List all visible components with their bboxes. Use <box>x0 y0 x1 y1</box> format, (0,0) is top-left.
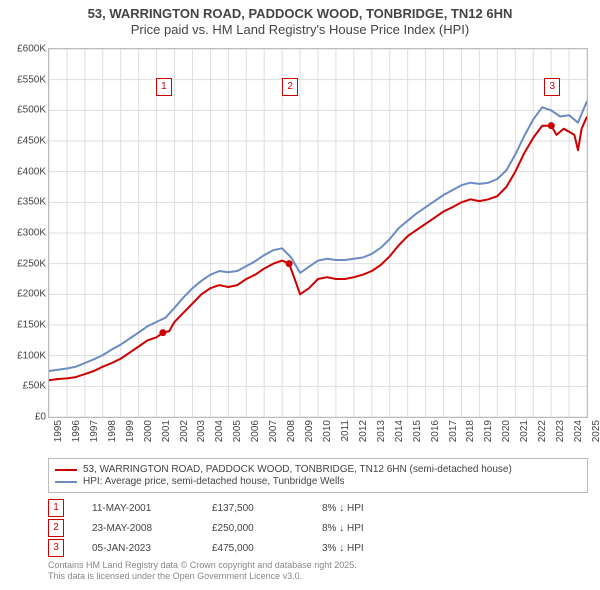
chart-title: 53, WARRINGTON ROAD, PADDOCK WOOD, TONBR… <box>0 0 600 39</box>
x-tick-label: 2015 <box>412 420 423 442</box>
x-tick-label: 2009 <box>304 420 315 442</box>
legend-swatch-price-paid <box>55 469 77 471</box>
x-tick-label: 2016 <box>430 420 441 442</box>
x-tick-label: 2021 <box>519 420 530 442</box>
legend-label-price-paid: 53, WARRINGTON ROAD, PADDOCK WOOD, TONBR… <box>83 464 512 475</box>
transaction-marker-icon: 3 <box>48 539 64 557</box>
x-tick-label: 2008 <box>286 420 297 442</box>
x-tick-label: 1999 <box>125 420 136 442</box>
y-tick-label: £150K <box>4 320 46 331</box>
table-row: 2 23-MAY-2008 £250,000 8% ↓ HPI <box>48 518 588 538</box>
y-tick-label: £100K <box>4 350 46 361</box>
transaction-marker-icon: 2 <box>48 519 64 537</box>
transaction-date: 11-MAY-2001 <box>92 503 212 514</box>
x-tick-label: 2004 <box>214 420 225 442</box>
legend-swatch-hpi <box>55 481 77 483</box>
x-tick-label: 2014 <box>394 420 405 442</box>
y-tick-label: £300K <box>4 228 46 239</box>
x-tick-label: 2003 <box>196 420 207 442</box>
x-tick-label: 2017 <box>448 420 459 442</box>
legend-label-hpi: HPI: Average price, semi-detached house,… <box>83 476 344 487</box>
transaction-price: £475,000 <box>212 543 322 554</box>
x-tick-label: 2024 <box>573 420 584 442</box>
footer-attribution: Contains HM Land Registry data © Crown c… <box>48 560 357 583</box>
y-tick-label: £50K <box>4 381 46 392</box>
x-tick-label: 2023 <box>555 420 566 442</box>
x-tick-label: 2020 <box>501 420 512 442</box>
x-tick-label: 2005 <box>232 420 243 442</box>
x-tick-label: 2012 <box>358 420 369 442</box>
x-tick-label: 2013 <box>376 420 387 442</box>
x-tick-label: 2007 <box>268 420 279 442</box>
y-tick-label: £450K <box>4 136 46 147</box>
transaction-delta: 8% ↓ HPI <box>322 503 442 514</box>
x-tick-label: 1997 <box>89 420 100 442</box>
x-tick-label: 2002 <box>179 420 190 442</box>
title-subtitle: Price paid vs. HM Land Registry's House … <box>0 22 600 38</box>
chart-container: 53, WARRINGTON ROAD, PADDOCK WOOD, TONBR… <box>0 0 600 590</box>
x-tick-label: 1996 <box>71 420 82 442</box>
x-tick-label: 2018 <box>465 420 476 442</box>
chart-marker-box: 1 <box>156 78 172 96</box>
transaction-date: 23-MAY-2008 <box>92 523 212 534</box>
chart-marker-box: 3 <box>544 78 560 96</box>
x-tick-label: 1998 <box>107 420 118 442</box>
transaction-delta: 3% ↓ HPI <box>322 543 442 554</box>
transaction-price: £137,500 <box>212 503 322 514</box>
chart-svg <box>49 49 587 417</box>
y-tick-label: £0 <box>4 412 46 423</box>
transaction-price: £250,000 <box>212 523 322 534</box>
table-row: 3 05-JAN-2023 £475,000 3% ↓ HPI <box>48 538 588 558</box>
y-tick-label: £600K <box>4 44 46 55</box>
y-tick-label: £250K <box>4 258 46 269</box>
x-tick-label: 2011 <box>340 420 351 442</box>
transaction-date: 05-JAN-2023 <box>92 543 212 554</box>
y-tick-label: £550K <box>4 74 46 85</box>
x-tick-label: 2025 <box>591 420 600 442</box>
y-tick-label: £200K <box>4 289 46 300</box>
table-row: 1 11-MAY-2001 £137,500 8% ↓ HPI <box>48 498 588 518</box>
title-address: 53, WARRINGTON ROAD, PADDOCK WOOD, TONBR… <box>0 6 600 22</box>
y-tick-label: £400K <box>4 166 46 177</box>
transaction-delta: 8% ↓ HPI <box>322 523 442 534</box>
plot-area <box>48 48 588 418</box>
footer-line1: Contains HM Land Registry data © Crown c… <box>48 560 357 571</box>
chart-marker-box: 2 <box>282 78 298 96</box>
legend-box: 53, WARRINGTON ROAD, PADDOCK WOOD, TONBR… <box>48 458 588 493</box>
legend-row-price-paid: 53, WARRINGTON ROAD, PADDOCK WOOD, TONBR… <box>55 464 581 475</box>
x-tick-label: 2000 <box>143 420 154 442</box>
x-tick-label: 2019 <box>483 420 494 442</box>
x-tick-label: 2022 <box>537 420 548 442</box>
footer-line2: This data is licensed under the Open Gov… <box>48 571 357 582</box>
transactions-table: 1 11-MAY-2001 £137,500 8% ↓ HPI 2 23-MAY… <box>48 498 588 558</box>
transaction-marker-icon: 1 <box>48 499 64 517</box>
x-tick-label: 1995 <box>53 420 64 442</box>
y-tick-label: £500K <box>4 105 46 116</box>
legend-row-hpi: HPI: Average price, semi-detached house,… <box>55 476 581 487</box>
y-tick-label: £350K <box>4 197 46 208</box>
x-tick-label: 2001 <box>161 420 172 442</box>
x-tick-label: 2006 <box>250 420 261 442</box>
x-tick-label: 2010 <box>322 420 333 442</box>
